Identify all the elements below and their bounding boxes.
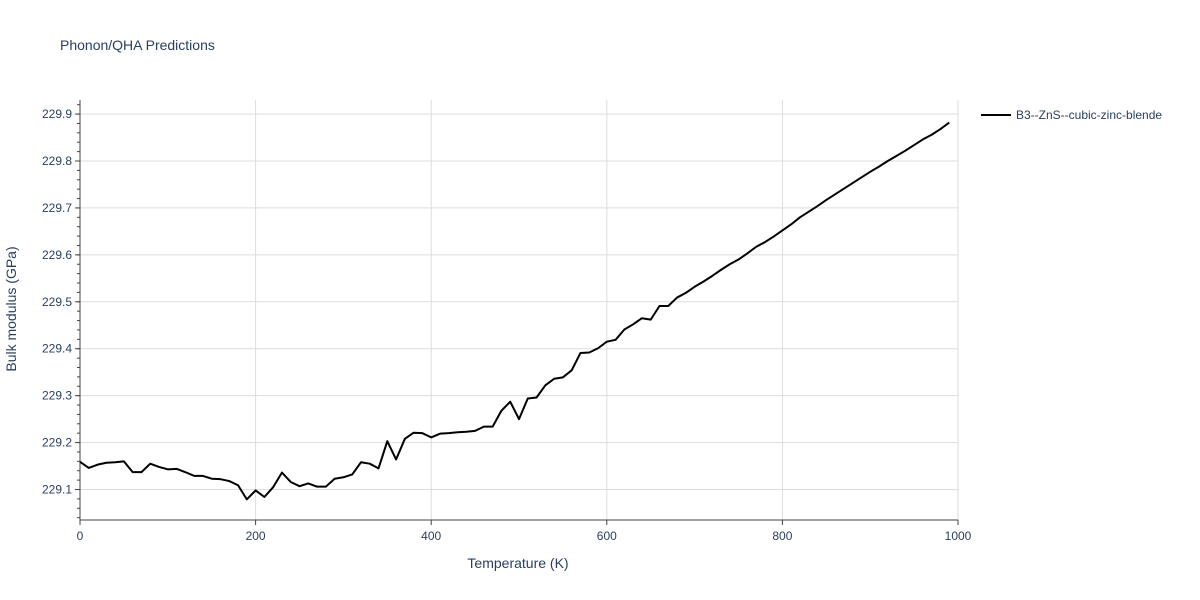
series-layer [79,121,950,501]
y-axis-title: Bulk modulus (GPa) [3,246,19,371]
grid [80,100,959,520]
x-tick-label: 600 [597,529,617,543]
legend-label: B3--ZnS--cubic-zinc-blende [1016,108,1162,122]
y-tick-label: 229.9 [42,107,72,121]
x-tick-label: 200 [246,529,266,543]
y-tick-label: 229.8 [42,154,72,168]
x-tick-label: 800 [772,529,792,543]
y-tick-label: 229.3 [42,389,72,403]
series-line[interactable] [79,121,950,501]
x-tick-label: 0 [77,529,84,543]
y-tick-label: 229.2 [42,436,72,450]
y-tick-label: 229.6 [42,248,72,262]
chart-title: Phonon/QHA Predictions [60,37,215,53]
y-tick-label: 229.4 [42,342,72,356]
x-tick-label: 1000 [945,529,972,543]
x-axis-title: Temperature (K) [467,555,568,571]
legend[interactable]: B3--ZnS--cubic-zinc-blende [981,108,1162,122]
axes: 229.1 229.2 229.3 229.4 229.5 229.6 229.7 229.8… [42,100,972,543]
x-tick-label: 400 [421,529,441,543]
y-tick-label: 229.7 [42,201,72,215]
y-tick-label: 229.5 [42,295,72,309]
y-tick-label: 229.1 [42,482,72,496]
